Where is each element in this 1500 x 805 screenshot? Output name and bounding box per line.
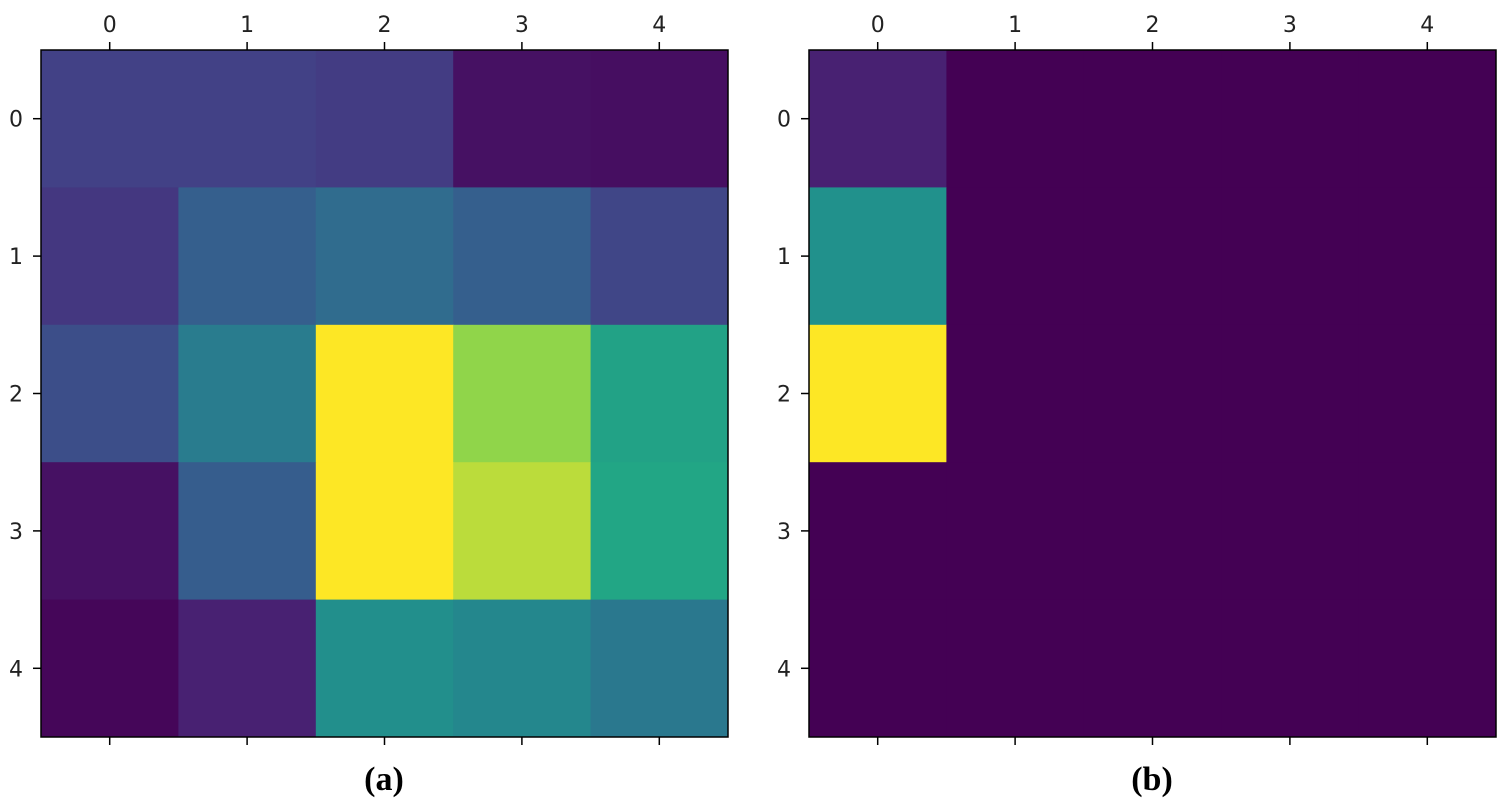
x-tick-label: 4	[652, 13, 666, 38]
heatmap-cell-r4-c3	[1221, 599, 1360, 738]
x-tick-label: 3	[1283, 13, 1297, 38]
heatmap-panel-b: 0 1 2 3 4 0 1 2 3 4 (b)	[777, 13, 1497, 798]
heatmap-cell-r4-c2	[1083, 599, 1222, 738]
y-tick-label: 1	[777, 245, 791, 270]
heatmap-cell-r2-c2	[1083, 324, 1222, 463]
y-tick-label: 2	[9, 383, 23, 408]
heatmap-cell-r2-c4	[1358, 324, 1497, 463]
heatmap-cell-r0-c1	[178, 50, 317, 188]
heatmap-cell-r0-c4	[590, 50, 729, 188]
heatmap-cell-r3-c3	[1221, 462, 1360, 601]
heatmap-cell-r1-c3	[1221, 187, 1360, 326]
heatmap-cell-r4-c1	[946, 599, 1085, 738]
heatmap-cell-r0-c0	[41, 50, 179, 188]
y-tick-label: 3	[777, 520, 791, 545]
y-tick-label: 4	[777, 657, 791, 682]
y-tick-label: 4	[9, 657, 23, 682]
panel-caption: (b)	[1131, 761, 1173, 798]
heatmap-cell-r3-c0	[809, 462, 947, 601]
heatmap-cell-r2-c0	[809, 324, 947, 463]
heatmap-cell-r3-c4	[1358, 462, 1497, 601]
heatmap-cell-r4-c4	[1358, 599, 1497, 738]
heatmap-cell-r1-c3	[453, 187, 592, 326]
heatmap-cell-r0-c3	[453, 50, 592, 188]
heatmap-cell-r3-c4	[590, 462, 729, 601]
heatmap-cell-r2-c4	[590, 324, 729, 463]
heatmap-cell-r1-c1	[178, 187, 317, 326]
y-tick-label: 2	[777, 383, 791, 408]
y-tick-label: 1	[9, 245, 23, 270]
heatmap-cell-r4-c0	[809, 599, 947, 738]
heatmap-cell-r3-c3	[453, 462, 592, 601]
heatmap-cell-r2-c1	[178, 324, 317, 463]
x-tick-label: 1	[1008, 13, 1022, 38]
heatmap-cell-r3-c0	[41, 462, 179, 601]
heatmap-cell-r2-c3	[453, 324, 592, 463]
heatmap-cell-r1-c4	[1358, 187, 1497, 326]
heatmap-cell-r0-c4	[1358, 50, 1497, 188]
heatmap-cell-r3-c1	[946, 462, 1085, 601]
x-tick-label: 2	[378, 13, 392, 38]
heatmap-cell-r1-c0	[41, 187, 179, 326]
heatmap-cell-r3-c1	[178, 462, 317, 601]
heatmap-cell-r1-c2	[1083, 187, 1222, 326]
x-tick-label: 1	[240, 13, 254, 38]
heatmap-cell-r2-c3	[1221, 324, 1360, 463]
heatmap-cell-r1-c2	[315, 187, 454, 326]
panel-caption: (a)	[364, 761, 404, 798]
y-tick-label: 0	[9, 108, 23, 133]
x-tick-label: 0	[103, 13, 117, 38]
heatmap-cell-r4-c4	[590, 599, 729, 738]
x-tick-label: 3	[515, 13, 529, 38]
heatmap-cell-r0-c0	[809, 50, 947, 188]
x-tick-label: 4	[1420, 13, 1434, 38]
heatmap-cell-r0-c2	[315, 50, 454, 188]
heatmap-cell-r1-c4	[590, 187, 729, 326]
heatmap-cell-r3-c2	[315, 462, 454, 601]
heatmap-cell-r2-c0	[41, 324, 179, 463]
heatmap-cell-r2-c2	[315, 324, 454, 463]
heatmap-cell-r2-c1	[946, 324, 1085, 463]
y-tick-label: 3	[9, 520, 23, 545]
heatmap-cell-r1-c1	[946, 187, 1085, 326]
heatmap-panel-a: 0 1 2 3 4 0 1 2 3 4 (a)	[9, 13, 729, 798]
heatmap-cell-r4-c3	[453, 599, 592, 738]
heatmap-cell-r0-c1	[946, 50, 1085, 188]
heatmap-cell-r4-c2	[315, 599, 454, 738]
x-tick-label: 2	[1146, 13, 1160, 38]
heatmap-cell-r3-c2	[1083, 462, 1222, 601]
heatmap-cell-r0-c3	[1221, 50, 1360, 188]
y-tick-label: 0	[777, 108, 791, 133]
heatmap-cell-r4-c1	[178, 599, 317, 738]
x-tick-label: 0	[871, 13, 885, 38]
heatmap-cell-r1-c0	[809, 187, 947, 326]
heatmap-cell-r4-c0	[41, 599, 179, 738]
heatmap-cell-r0-c2	[1083, 50, 1222, 188]
